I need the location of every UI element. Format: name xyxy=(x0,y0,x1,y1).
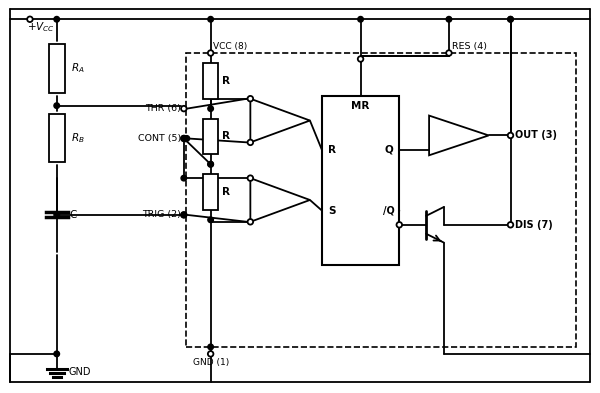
Text: OUT (3): OUT (3) xyxy=(515,130,557,140)
Circle shape xyxy=(208,50,214,56)
Circle shape xyxy=(446,17,452,22)
Text: Q: Q xyxy=(385,145,394,155)
Bar xyxy=(49,114,65,162)
Circle shape xyxy=(208,106,214,111)
Circle shape xyxy=(54,103,59,108)
Circle shape xyxy=(181,106,187,111)
Bar xyxy=(203,63,218,99)
Circle shape xyxy=(208,162,214,167)
Circle shape xyxy=(446,50,452,56)
Circle shape xyxy=(184,136,190,141)
Bar xyxy=(203,174,218,210)
Circle shape xyxy=(181,136,187,141)
Polygon shape xyxy=(429,116,488,155)
Circle shape xyxy=(508,17,513,22)
Circle shape xyxy=(54,212,59,218)
Bar xyxy=(203,119,218,154)
Polygon shape xyxy=(250,99,310,142)
Text: R: R xyxy=(221,76,230,86)
Text: THR (6): THR (6) xyxy=(145,104,181,113)
Circle shape xyxy=(248,175,253,181)
Bar xyxy=(322,96,399,264)
Text: $R_A$: $R_A$ xyxy=(71,62,85,75)
Circle shape xyxy=(248,140,253,145)
Text: TRIG (2): TRIG (2) xyxy=(142,210,181,219)
Circle shape xyxy=(181,212,187,218)
Circle shape xyxy=(508,133,513,138)
Bar xyxy=(186,53,576,347)
Circle shape xyxy=(397,222,402,228)
Text: BUF: BUF xyxy=(448,130,470,140)
Circle shape xyxy=(208,351,214,357)
Text: CONT (5): CONT (5) xyxy=(137,134,181,143)
Text: VCC (8): VCC (8) xyxy=(212,42,247,51)
Circle shape xyxy=(358,56,364,62)
Circle shape xyxy=(54,351,59,357)
Text: DIS (7): DIS (7) xyxy=(515,220,553,230)
Text: R: R xyxy=(221,131,230,141)
Text: R: R xyxy=(328,145,336,155)
Circle shape xyxy=(248,219,253,225)
Circle shape xyxy=(27,17,33,22)
Text: GND (1): GND (1) xyxy=(193,358,229,367)
Text: MR: MR xyxy=(352,101,370,111)
Circle shape xyxy=(208,344,214,350)
Text: $+V_{CC}$: $+V_{CC}$ xyxy=(27,20,55,34)
Circle shape xyxy=(208,162,214,167)
Circle shape xyxy=(508,222,513,228)
Text: GND: GND xyxy=(68,367,91,377)
Circle shape xyxy=(358,17,364,22)
Text: S: S xyxy=(328,206,335,215)
Bar xyxy=(49,44,65,93)
Circle shape xyxy=(181,136,187,141)
Text: R: R xyxy=(221,187,230,197)
Text: RES (4): RES (4) xyxy=(452,42,487,51)
Circle shape xyxy=(54,17,59,22)
Polygon shape xyxy=(250,178,310,222)
Circle shape xyxy=(208,17,214,22)
Circle shape xyxy=(181,212,187,218)
Text: $R_B$: $R_B$ xyxy=(71,131,85,145)
Text: /Q: /Q xyxy=(383,206,395,215)
Circle shape xyxy=(208,217,214,222)
Circle shape xyxy=(248,96,253,101)
Circle shape xyxy=(508,17,513,22)
Text: C: C xyxy=(70,210,77,220)
Circle shape xyxy=(181,175,187,181)
